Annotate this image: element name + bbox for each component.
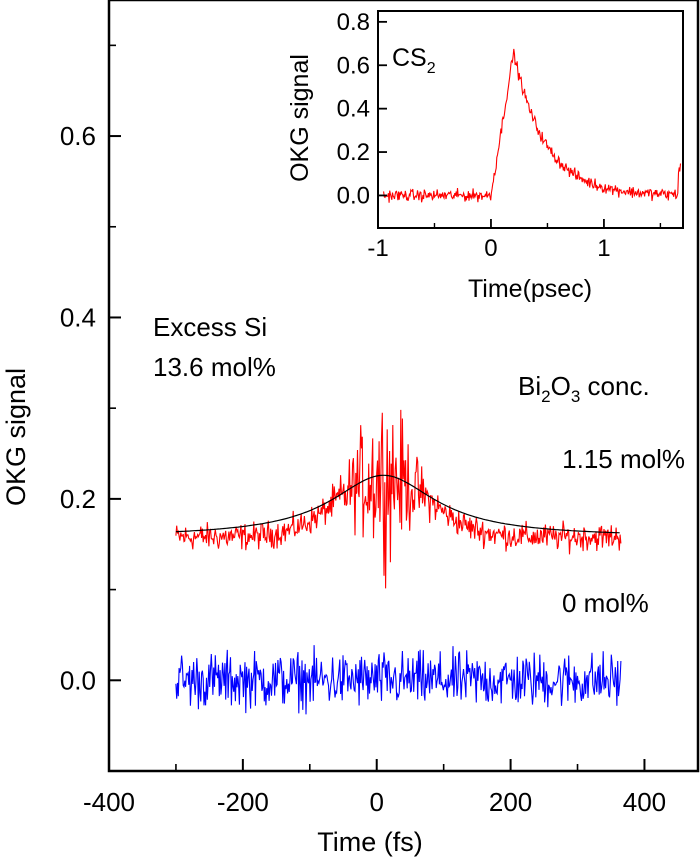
inset-x-ticks: -1 0 1 [367, 219, 662, 262]
main-x-tick-label: 400 [623, 787, 666, 817]
main-x-tick-label: -200 [217, 787, 269, 817]
main-x-tick-label: 0 [369, 787, 383, 817]
main-traces [175, 409, 622, 715]
main-x-tick-label: -400 [83, 787, 135, 817]
inset-cs2-line [383, 48, 682, 203]
inset-y-tick-label: 0.2 [337, 139, 370, 166]
inset-y-tick-label: 0.0 [337, 182, 370, 209]
inset-x-axis-label: Time(psec) [468, 275, 592, 303]
inset-title: CS2 [392, 44, 436, 77]
inset-y-tick-label: 0.4 [337, 96, 370, 123]
main-x-axis-label: Time (fs) [317, 827, 422, 857]
fit-curve-line [175, 474, 620, 534]
main-y-tick-label: 0.4 [60, 302, 96, 332]
series-1-15-mol-line [175, 409, 622, 589]
main-y-tick-label: 0.0 [60, 665, 96, 695]
main-x-ticks: -400 -200 0 200 400 [83, 759, 666, 817]
main-y-ticks: 0.0 0.2 0.4 0.6 [60, 44, 121, 772]
series-0-mol-line [175, 645, 622, 715]
main-y-tick-label: 0.2 [60, 484, 96, 514]
sample-annotation-line1: Excess Si [153, 312, 267, 342]
concentration-heading: Bi2O3 conc. [518, 371, 650, 406]
inset-y-tick-label: 0.6 [337, 52, 370, 79]
main-plot-frame [107, 0, 700, 773]
inset-traces [383, 48, 682, 203]
main-y-axis-label: OKG signal [1, 368, 31, 506]
label-0-mol: 0 mol% [562, 588, 649, 618]
inset-x-tick-label: 1 [597, 235, 610, 262]
label-1-15-mol: 1.15 mol% [562, 444, 685, 474]
main-x-tick-label: 200 [489, 787, 532, 817]
sample-annotation-line2: 13.6 mol% [153, 352, 276, 382]
inset-y-axis-label: OKG signal [286, 54, 314, 182]
inset-y-tick-label: 0.8 [337, 9, 370, 36]
inset-x-tick-label: 0 [484, 235, 497, 262]
inset-y-ticks: 0.0 0.2 0.4 0.6 0.8 [337, 9, 387, 209]
inset-x-tick-label: -1 [367, 235, 388, 262]
main-y-tick-label: 0.6 [60, 121, 96, 151]
